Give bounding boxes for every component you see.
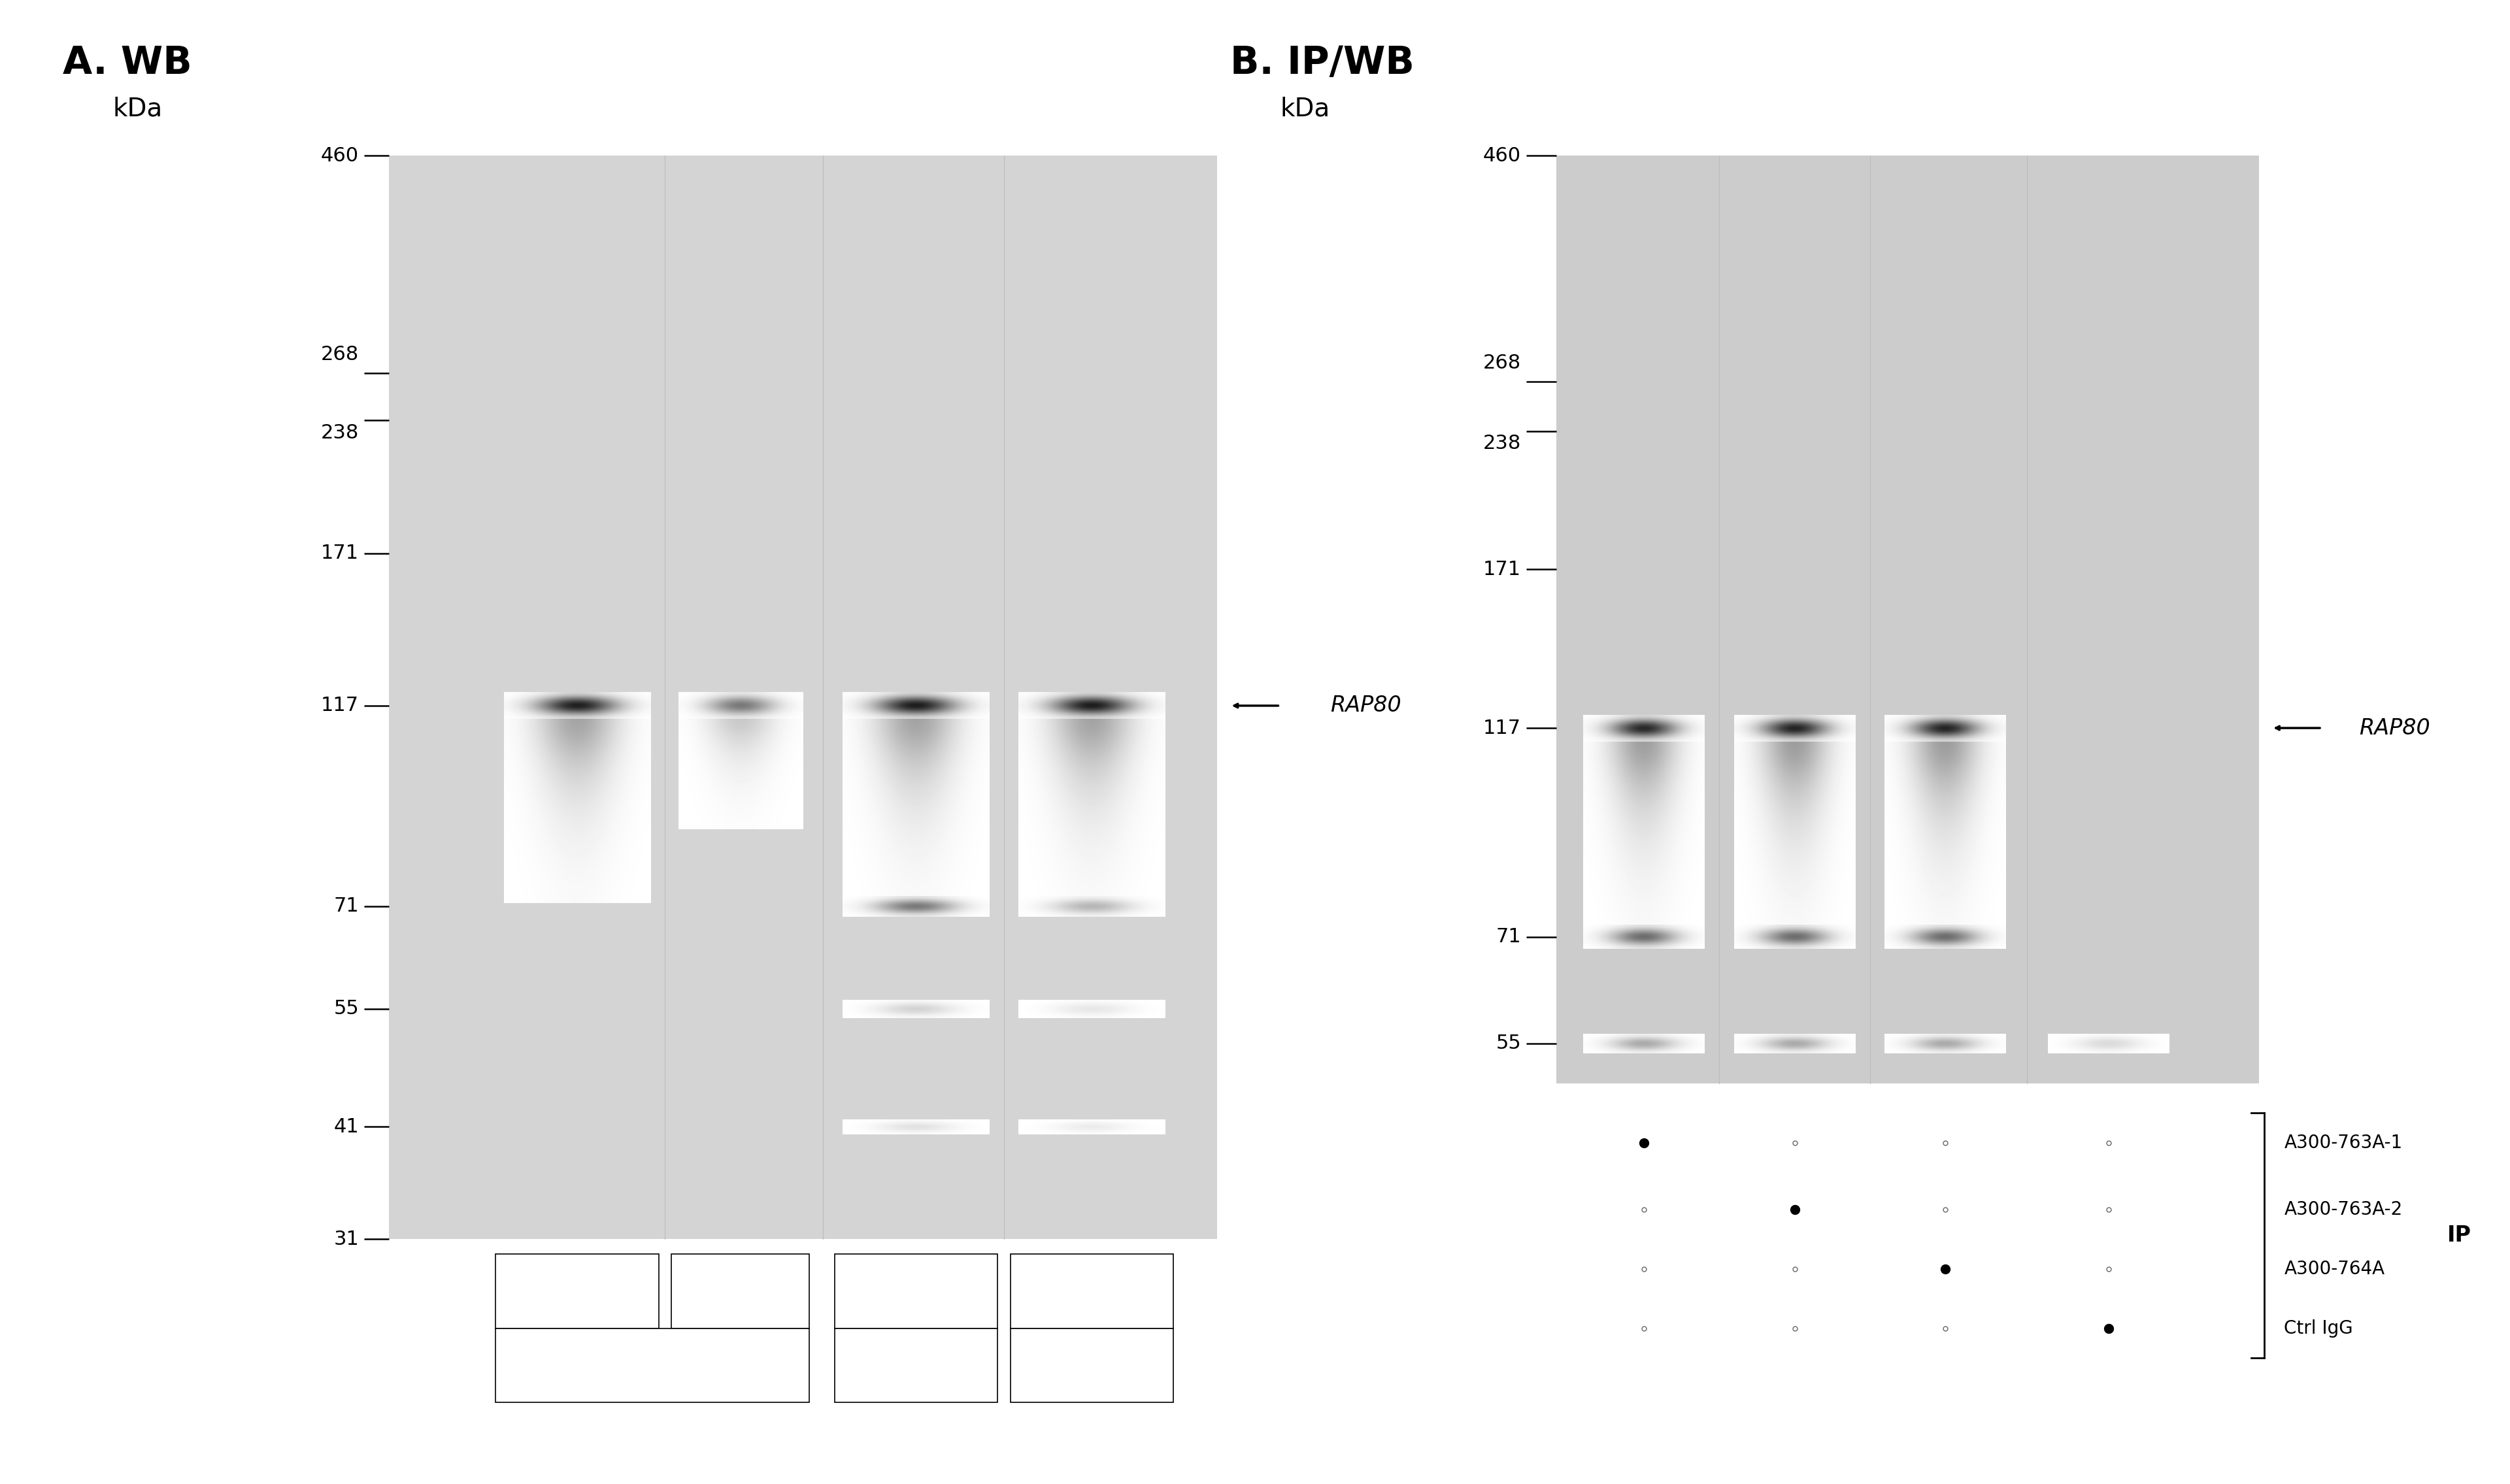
Text: kDa: kDa (113, 96, 163, 122)
Text: 50: 50 (565, 1282, 590, 1300)
Text: 460: 460 (321, 147, 359, 165)
Text: 238: 238 (321, 423, 359, 442)
Text: 117: 117 (321, 696, 359, 715)
Text: 171: 171 (1483, 559, 1521, 579)
Text: B. IP/WB: B. IP/WB (1230, 45, 1413, 82)
Text: 238: 238 (1483, 435, 1521, 453)
Text: A300-763A-2: A300-763A-2 (2284, 1201, 2402, 1218)
Text: HeLa: HeLa (628, 1356, 678, 1374)
Text: 55: 55 (334, 999, 359, 1018)
Bar (497, 1328, 808, 1402)
Text: kDa: kDa (1280, 96, 1330, 122)
Text: 41: 41 (334, 1117, 359, 1137)
Text: RAP80: RAP80 (2359, 717, 2430, 739)
Text: 460: 460 (1483, 147, 1521, 165)
Text: Ctrl IgG: Ctrl IgG (2284, 1319, 2354, 1337)
Bar (1556, 156, 2259, 1083)
Text: IP: IP (2447, 1224, 2472, 1247)
Bar (833, 1328, 999, 1402)
Text: J: J (1089, 1356, 1094, 1374)
Text: 55: 55 (1496, 1034, 1521, 1054)
Text: 268: 268 (321, 344, 359, 364)
Bar (389, 156, 1217, 1239)
Bar (1009, 1328, 1175, 1402)
Text: 50: 50 (1079, 1282, 1104, 1300)
Text: 171: 171 (321, 543, 359, 562)
Text: 50: 50 (904, 1282, 929, 1300)
Text: RAP80: RAP80 (1330, 695, 1401, 717)
Text: A300-764A: A300-764A (2284, 1260, 2384, 1278)
Text: 117: 117 (1483, 718, 1521, 738)
Bar (670, 1254, 808, 1328)
Bar (1009, 1254, 1172, 1328)
Text: 268: 268 (1483, 353, 1521, 372)
Text: 15: 15 (728, 1282, 753, 1300)
Bar (497, 1254, 658, 1328)
Text: T: T (911, 1356, 921, 1374)
Text: A300-763A-1: A300-763A-1 (2284, 1134, 2402, 1152)
Text: 31: 31 (334, 1230, 359, 1248)
Text: A. WB: A. WB (63, 45, 191, 82)
Text: 71: 71 (334, 896, 359, 916)
Bar (833, 1254, 999, 1328)
Text: 71: 71 (1496, 927, 1521, 947)
